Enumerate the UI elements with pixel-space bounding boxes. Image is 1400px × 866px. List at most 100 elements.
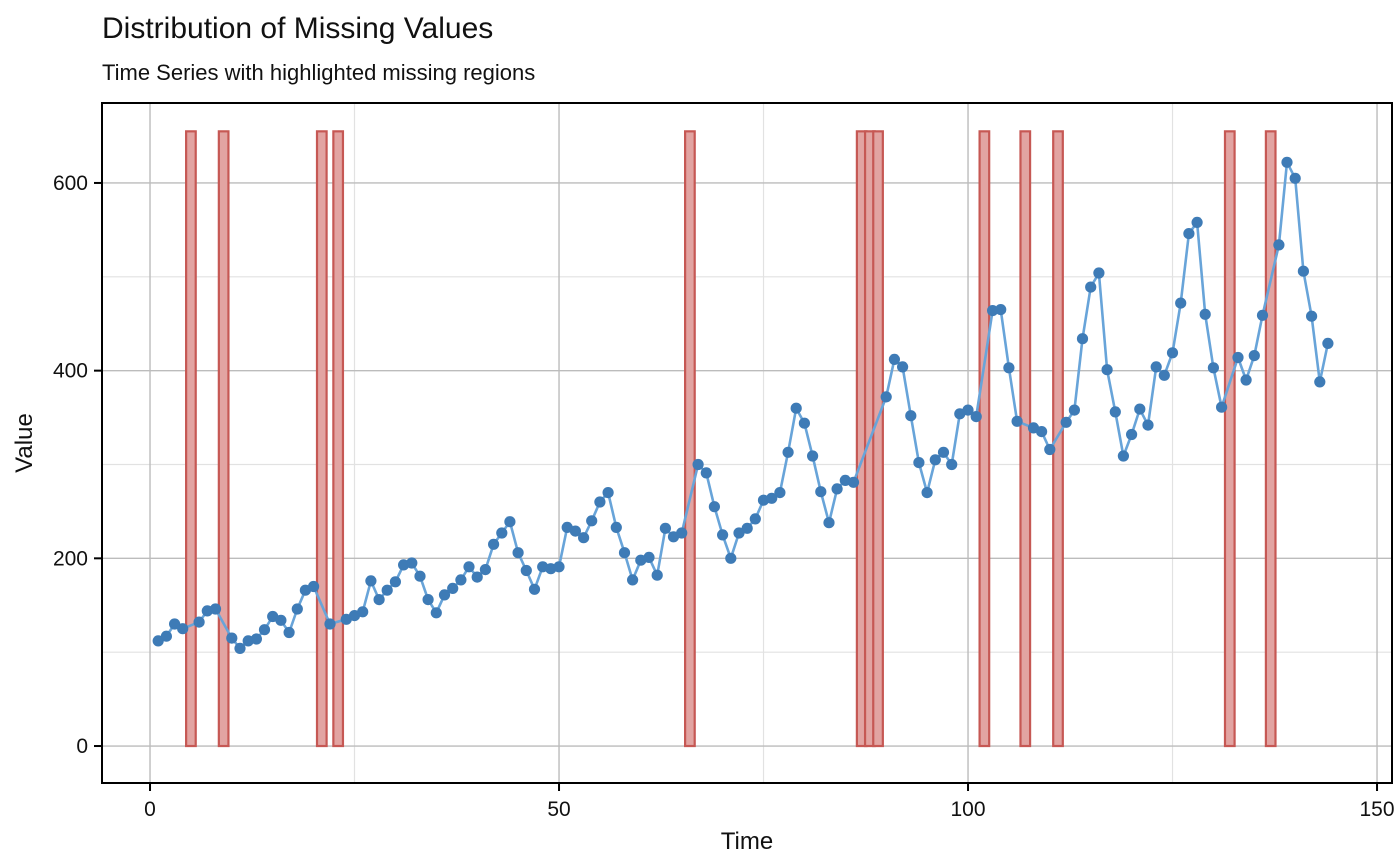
data-point [1248,350,1260,362]
data-point [1117,450,1129,462]
data-point [160,630,172,642]
data-point [1036,426,1048,438]
data-point [970,411,982,423]
data-point [790,402,802,414]
data-point [643,551,655,564]
missing-region-bar [185,130,197,748]
data-point [324,618,336,630]
data-point [692,458,704,471]
data-point [414,570,426,582]
data-point [586,515,598,527]
missing-region-bar [217,130,230,748]
data-point [888,353,901,365]
data-point [749,513,761,525]
data-point [1207,362,1219,374]
missing-region-bar [872,130,884,748]
data-point [1150,361,1162,373]
data-point [463,561,475,573]
data-point [209,603,222,615]
chart-title: Distribution of Missing Values [102,12,493,45]
data-point [1126,428,1138,441]
data-point [1076,333,1089,345]
data-point [913,457,925,469]
data-point [488,538,500,550]
data-point [1183,228,1195,240]
y-tick-label: 200 [53,547,88,570]
data-point [1240,374,1252,386]
data-point [651,569,663,581]
data-point [1142,419,1154,431]
data-point [1158,369,1170,381]
data-point [823,517,835,529]
data-point [512,547,524,559]
data-point [1199,308,1211,320]
data-point [1003,362,1015,374]
x-tick-label: 150 [1360,798,1395,821]
data-point [1273,239,1285,251]
data-point [1166,347,1179,359]
chart-subtitle: Time Series with highlighted missing reg… [102,60,535,85]
data-point [766,492,778,504]
data-point [1175,297,1187,309]
data-point [741,522,753,534]
data-point [250,633,262,645]
data-point [717,529,729,541]
data-point [937,446,950,458]
data-point [389,576,401,588]
data-point [365,575,377,587]
y-axis-label: Value [11,413,38,473]
data-point [1306,310,1318,322]
data-point [1085,281,1097,293]
data-point [774,487,786,499]
plot-panel-border [101,102,1393,784]
data-point [291,603,303,615]
data-point [1232,351,1244,364]
missing-region-bar [332,130,345,748]
data-point [1297,265,1309,277]
data-point [226,632,238,644]
data-point [308,580,320,593]
data-point [1101,364,1113,376]
data-point [1322,337,1334,349]
data-point [1314,376,1326,388]
data-point [815,486,827,498]
data-point [708,501,721,513]
data-point [1281,156,1293,168]
data-point [594,496,606,508]
data-point [553,561,565,573]
data-point [1289,172,1301,184]
missing-region-bar [684,130,696,748]
data-point [406,557,418,569]
data-point [569,525,582,537]
data-point [169,618,181,630]
data-point [373,594,385,606]
data-point [831,483,843,495]
y-tick-label: 0 [76,735,88,758]
series-points-layer [152,156,1334,655]
data-point [905,410,917,422]
data-point [618,547,631,559]
data-point [422,594,434,606]
missing-region-bar [1052,130,1064,748]
data-point [283,626,295,639]
data-point [1191,216,1203,228]
data-point [659,522,672,534]
data-point [479,564,491,576]
data-point [725,552,737,564]
missing-region-bar [1019,130,1032,748]
data-point [798,417,811,429]
data-point [676,527,688,539]
data-point [430,607,442,619]
data-point [700,467,712,479]
data-point [578,532,590,544]
missing-region-bar [1223,130,1236,748]
data-point [733,527,745,539]
data-point [782,446,794,458]
y-tick-label: 600 [53,172,88,195]
data-point [1134,403,1146,415]
data-point [897,361,909,373]
data-point [447,582,459,595]
data-point [438,589,451,601]
